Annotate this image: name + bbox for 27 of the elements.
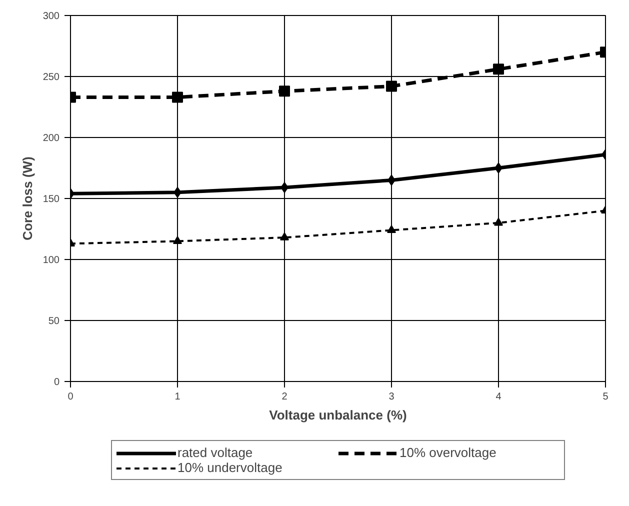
x-tick-label: 5 bbox=[602, 392, 609, 402]
y-tick-label: 150 bbox=[42, 194, 60, 205]
y-tick-label: 100 bbox=[42, 255, 60, 266]
x-tick-label: 1 bbox=[174, 392, 181, 402]
point bbox=[172, 92, 183, 103]
legend-label: 10% overvoltage bbox=[400, 445, 498, 460]
legend-label: rated voltage bbox=[178, 445, 254, 460]
point bbox=[279, 86, 290, 97]
y-tick-label: 0 bbox=[54, 377, 60, 388]
point bbox=[386, 80, 397, 92]
y-tick-label: 50 bbox=[48, 316, 60, 327]
point bbox=[173, 236, 182, 244]
point bbox=[387, 225, 396, 234]
y-tick-label: 250 bbox=[42, 72, 60, 83]
x-axis-title: Voltage unbalance (%) bbox=[269, 408, 407, 422]
legend-label: 10% undervoltage bbox=[178, 460, 284, 475]
x-tick-label: 2 bbox=[282, 392, 288, 402]
y-axis-title: Core loss (W) bbox=[20, 156, 35, 240]
x-tick-label: 3 bbox=[388, 392, 395, 402]
x-tick-label: 0 bbox=[68, 392, 74, 402]
x-tick-label: 4 bbox=[496, 392, 502, 402]
point bbox=[280, 232, 289, 240]
point bbox=[494, 162, 502, 174]
point bbox=[494, 218, 503, 226]
point bbox=[493, 64, 504, 75]
y-tick-label: 200 bbox=[42, 133, 60, 144]
y-tick-label: 300 bbox=[42, 11, 60, 22]
